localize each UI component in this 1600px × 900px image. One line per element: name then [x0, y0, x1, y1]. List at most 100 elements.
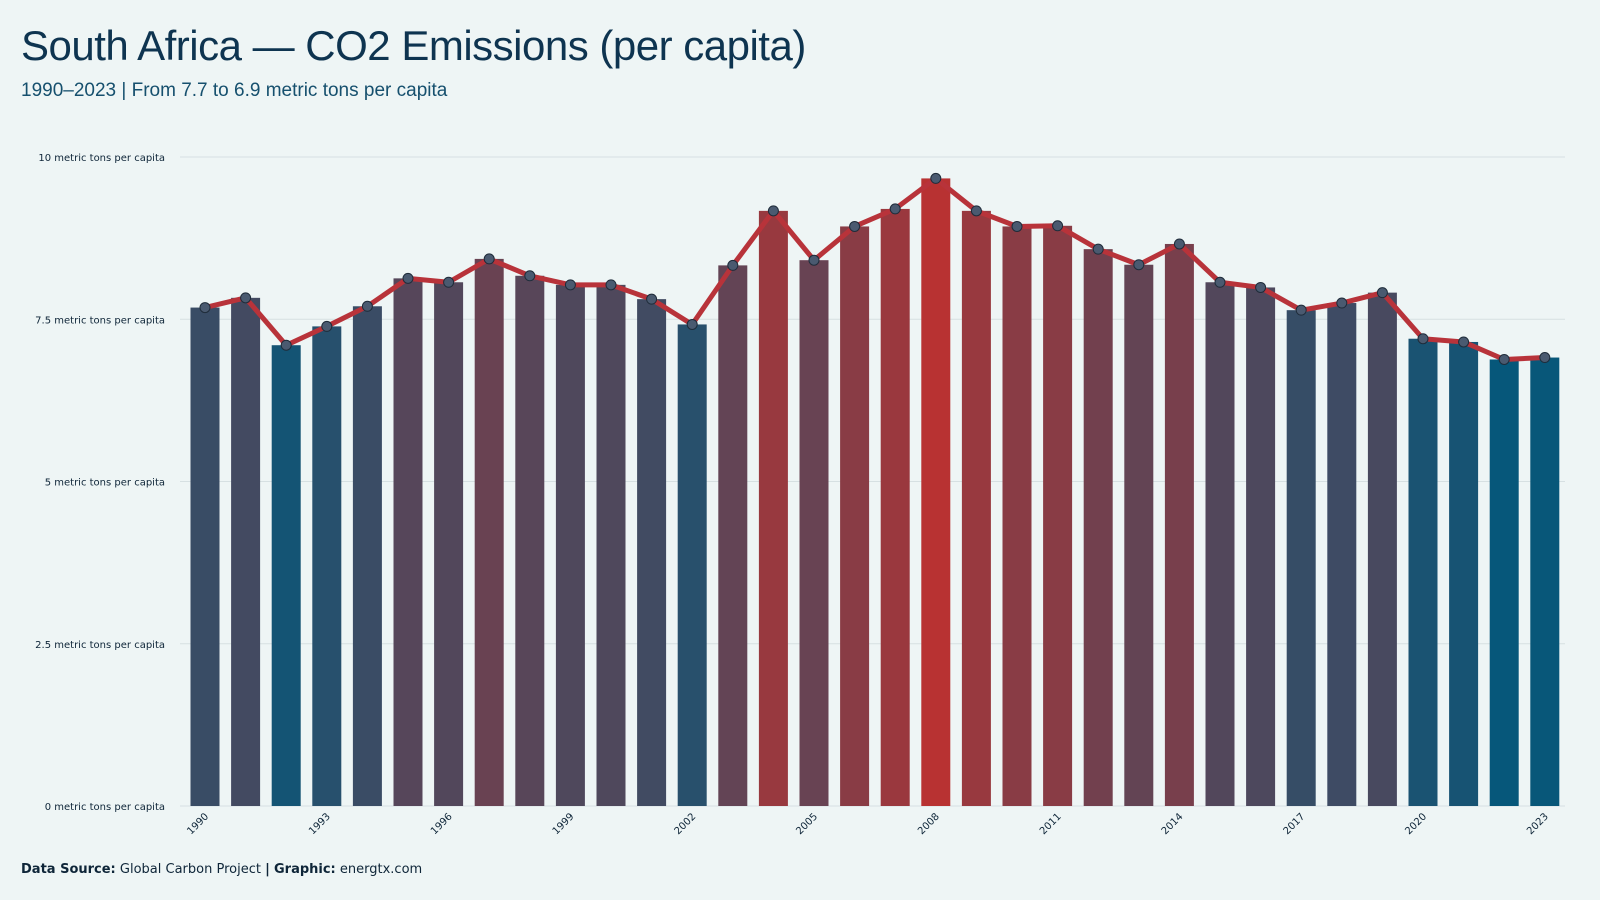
- data-point: [240, 292, 252, 304]
- data-point: [930, 172, 942, 184]
- x-tick-label: 2023: [1525, 811, 1551, 837]
- bar: [637, 299, 667, 806]
- x-tick-label: 1996: [429, 811, 455, 837]
- x-tick-label: 2020: [1403, 811, 1429, 837]
- bar: [718, 265, 748, 806]
- data-point: [1052, 220, 1064, 232]
- data-point: [1417, 333, 1429, 345]
- x-tick-label: 2005: [794, 811, 820, 837]
- bar: [1530, 357, 1560, 806]
- bar: [271, 345, 301, 806]
- data-point: [1458, 336, 1470, 348]
- x-tick-label: 2017: [1282, 811, 1308, 837]
- bar: [1205, 282, 1235, 807]
- bar: [1043, 225, 1073, 806]
- data-point: [321, 320, 333, 332]
- trend-line-group: [202, 175, 1548, 362]
- bar: [758, 210, 788, 806]
- bar: [1327, 303, 1357, 806]
- x-tick-label: 2002: [673, 811, 699, 837]
- data-point: [1092, 243, 1104, 255]
- gridlines: [180, 156, 1565, 807]
- x-tick-label: 1990: [185, 811, 211, 837]
- y-tick-label: 2.5 metric tons per capita: [35, 640, 165, 651]
- y-tick-label: 0 metric tons per capita: [45, 802, 165, 813]
- bar: [677, 324, 707, 806]
- data-point: [1498, 353, 1510, 365]
- bar: [555, 284, 585, 806]
- bar: [1246, 287, 1276, 807]
- footer-graphic-value: energtx.com: [339, 862, 423, 877]
- x-axis-ticks: 1990 1993 1996 1999 2002 2005 2008 2011 2014 2017…: [185, 811, 1551, 837]
- bar: [474, 258, 504, 806]
- footer-separator: |: [265, 862, 270, 877]
- data-point: [1376, 287, 1388, 299]
- trend-line: [202, 175, 1548, 362]
- bar: [231, 297, 261, 806]
- y-axis-ticks: 0 metric tons per capita 2.5 metric tons …: [35, 153, 165, 813]
- bar: [596, 284, 626, 806]
- data-point: [1255, 281, 1267, 293]
- x-tick-label: 2011: [1038, 811, 1064, 837]
- data-point: [280, 339, 292, 351]
- x-tick-label: 1999: [551, 811, 577, 837]
- bar: [961, 210, 991, 806]
- data-point: [483, 253, 495, 265]
- y-tick-label: 5 metric tons per capita: [45, 478, 165, 489]
- data-point: [199, 302, 211, 314]
- footer-source-label: Data Source:: [21, 862, 116, 877]
- bar: [515, 275, 545, 807]
- chart-subtitle: 1990–2023 | From 7.7 to 6.9 metric tons …: [21, 80, 448, 101]
- data-point: [808, 254, 820, 266]
- bar: [312, 326, 342, 806]
- data-point: [564, 279, 576, 291]
- bar: [921, 178, 951, 807]
- data-point: [1011, 220, 1023, 232]
- x-tick-label: 2014: [1160, 811, 1186, 837]
- data-point: [1539, 352, 1551, 364]
- data-point: [1214, 276, 1226, 288]
- data-point: [727, 259, 739, 271]
- bars: [190, 178, 1560, 807]
- bar: [1489, 359, 1519, 806]
- bar: [1286, 310, 1316, 806]
- y-tick-label: 10 metric tons per capita: [38, 153, 165, 164]
- markers: [199, 172, 1551, 365]
- chart-title: South Africa — CO2 Emissions (per capita…: [21, 22, 806, 69]
- data-point: [970, 205, 982, 217]
- data-point: [361, 300, 373, 312]
- data-point: [1336, 297, 1348, 309]
- y-tick-label: 7.5 metric tons per capita: [35, 315, 165, 326]
- data-point: [767, 205, 779, 217]
- data-point: [1173, 238, 1185, 250]
- bar: [1002, 226, 1032, 806]
- data-point: [443, 276, 455, 288]
- data-point: [524, 270, 536, 282]
- data-point: [646, 293, 658, 305]
- bar: [1164, 243, 1194, 806]
- data-point: [686, 318, 698, 330]
- bar: [1124, 264, 1154, 806]
- data-point: [1133, 259, 1145, 271]
- bar: [393, 278, 423, 806]
- bar: [352, 306, 382, 806]
- data-point: [889, 203, 901, 215]
- bar: [1367, 292, 1397, 806]
- footer-graphic-label: Graphic:: [273, 862, 336, 877]
- footer: Data Source: Global Carbon Project | Gra…: [21, 862, 422, 877]
- bar: [190, 307, 220, 806]
- bar: [434, 282, 464, 807]
- bar: [799, 260, 829, 806]
- data-point: [605, 279, 617, 291]
- x-tick-label: 1993: [307, 811, 333, 837]
- bar: [1083, 249, 1113, 806]
- bar: [880, 208, 910, 807]
- x-tick-label: 2008: [916, 811, 942, 837]
- data-point: [1295, 304, 1307, 316]
- data-point: [402, 272, 414, 284]
- bar: [1449, 341, 1479, 806]
- bar: [840, 226, 870, 806]
- footer-source-value: Global Carbon Project: [119, 862, 261, 877]
- data-point: [849, 220, 861, 232]
